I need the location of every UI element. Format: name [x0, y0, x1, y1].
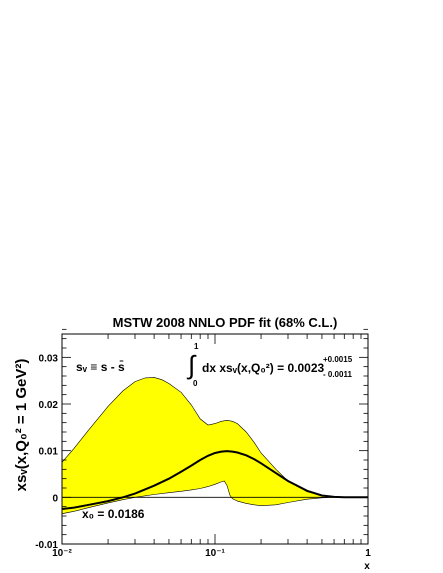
axis-ticks	[61, 328, 369, 545]
integral-lower-limit: 0	[193, 379, 198, 388]
chart-title: MSTW 2008 NNLO PDF fit (68% C.L.)	[113, 315, 338, 330]
integral-sign: ∫	[186, 350, 197, 380]
integral-text: dx xsᵥ(x,Q₀²) = 0.0023	[202, 361, 324, 375]
x0-annotation: x₀ = 0.0186	[82, 507, 145, 521]
x-tick-labels: 10⁻² 10⁻¹ 1	[52, 548, 371, 559]
x-tick-label: 1	[365, 548, 371, 559]
integral-upper-limit: 1	[194, 342, 199, 351]
x-tick-label: 10⁻²	[52, 548, 72, 559]
y-tick-labels: -0.01 0 0.01 0.02 0.03	[35, 353, 58, 551]
y-tick-label: 0.03	[39, 353, 59, 364]
integral-error-plus: +0.0015	[323, 355, 353, 364]
y-tick-label: -0.01	[35, 540, 58, 551]
definition-annotation: sᵥ ≡ s - s̄	[76, 360, 125, 374]
integral-error-minus: - 0.0011	[323, 370, 352, 379]
x-axis-label: x	[364, 561, 370, 572]
x-tick-label: 10⁻¹	[205, 548, 225, 559]
central-curve	[61, 450, 368, 510]
plot-area	[61, 328, 369, 545]
y-tick-label: 0	[52, 493, 58, 504]
y-tick-label: 0.02	[39, 400, 59, 411]
y-axis-label: xsᵥ(x,Q₀² = 1 GeV²)	[13, 359, 30, 492]
integral-annotation: ∫ 1 0 dx xsᵥ(x,Q₀²) = 0.0023 +0.0015 - 0…	[186, 342, 353, 388]
y-tick-label: 0.01	[39, 447, 59, 458]
